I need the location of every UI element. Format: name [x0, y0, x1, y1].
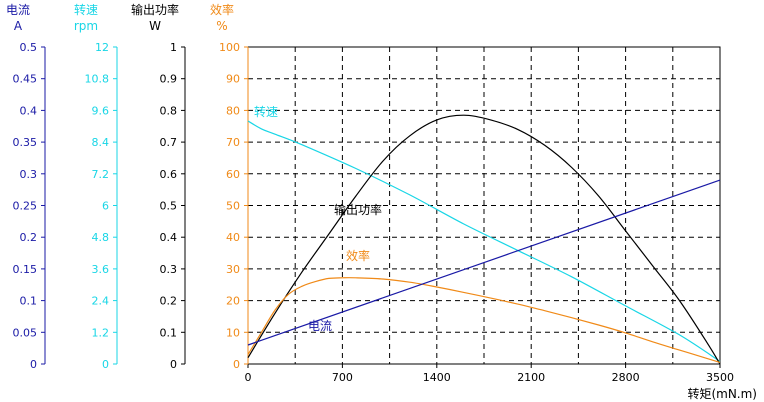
y-tick-label-current: 0.5 — [20, 41, 38, 54]
y-tick-label-power: 0.1 — [160, 326, 178, 339]
series-label-power: 输出功率 — [334, 202, 382, 217]
series-line-power — [247, 114, 721, 365]
y-tick-label-power: 0.7 — [160, 136, 178, 149]
y-tick-label-power: 0.9 — [160, 73, 178, 86]
y-axis-title-current: 电流 — [6, 3, 30, 17]
y-tick-label-current: 0.2 — [20, 231, 38, 244]
x-tick-label: 700 — [332, 371, 353, 384]
y-tick-label-power: 0.5 — [160, 200, 178, 213]
y-tick-label-power: 0.6 — [160, 168, 178, 181]
y-tick-label-current: 0.15 — [13, 263, 38, 276]
y-axis-unit-current: A — [14, 19, 23, 33]
y-tick-label-speed: 2.4 — [92, 295, 110, 308]
x-tick-label: 2800 — [612, 371, 640, 384]
y-tick-label-efficiency: 50 — [226, 200, 240, 213]
y-tick-label-efficiency: 70 — [226, 136, 240, 149]
y-tick-label-power: 0.4 — [160, 231, 178, 244]
y-tick-label-efficiency: 20 — [226, 295, 240, 308]
series — [247, 114, 721, 365]
y-tick-label-efficiency: 90 — [226, 73, 240, 86]
series-line-efficiency — [247, 277, 721, 363]
y-tick-label-efficiency: 80 — [226, 104, 240, 117]
y-tick-label-speed: 12 — [95, 41, 109, 54]
y-tick-label-efficiency: 40 — [226, 231, 240, 244]
y-tick-label-efficiency: 60 — [226, 168, 240, 181]
axes: 0 700 1400 2100 2800 3500转矩(mN.m)0.50.450.40.… — [6, 2, 757, 401]
y-tick-label-speed: 0 — [102, 358, 109, 371]
series-line-speed — [247, 120, 721, 362]
y-axis-unit-efficiency: % — [216, 19, 227, 33]
y-tick-label-current: 0.35 — [13, 136, 38, 149]
y-tick-label-speed: 1.2 — [92, 326, 110, 339]
y-tick-label-current: 0 — [30, 358, 37, 371]
y-axis-title-efficiency: 效率 — [210, 2, 234, 17]
y-tick-label-speed: 6 — [102, 200, 109, 213]
x-axis-label: 转矩(mN.m) — [687, 386, 757, 401]
y-tick-label-speed: 7.2 — [92, 168, 110, 181]
y-axis-title-power: 输出功率 — [131, 2, 179, 17]
grid — [247, 46, 721, 365]
y-tick-label-speed: 8.4 — [92, 136, 110, 149]
y-tick-label-efficiency: 10 — [226, 326, 240, 339]
x-tick-label: 3500 — [706, 371, 734, 384]
y-tick-label-current: 0.45 — [13, 73, 38, 86]
series-label-speed: 转速 — [254, 104, 278, 119]
y-tick-label-efficiency: 0 — [233, 358, 240, 371]
y-tick-label-efficiency: 100 — [219, 41, 240, 54]
y-tick-label-current: 0.25 — [13, 200, 38, 213]
y-tick-label-current: 0.3 — [20, 168, 38, 181]
y-tick-label-power: 0 — [170, 358, 177, 371]
y-axis-unit-power: W — [149, 19, 161, 33]
x-tick-label: 2100 — [517, 371, 545, 384]
y-tick-label-current: 0.05 — [13, 326, 38, 339]
x-tick-label: 0 — [245, 371, 252, 384]
series-label-efficiency: 效率 — [346, 248, 370, 263]
y-tick-label-speed: 4.8 — [92, 231, 110, 244]
y-tick-label-speed: 3.6 — [92, 263, 110, 276]
x-tick-label: 1400 — [423, 371, 451, 384]
y-tick-label-power: 1 — [170, 41, 177, 54]
series-label-current: 电流 — [308, 319, 332, 333]
y-tick-label-power: 0.2 — [160, 295, 178, 308]
y-tick-label-power: 0.8 — [160, 104, 178, 117]
y-axis-title-speed: 转速 — [74, 2, 98, 17]
y-tick-label-speed: 9.6 — [92, 104, 110, 117]
series-line-current — [247, 179, 721, 346]
y-tick-label-speed: 10.8 — [85, 73, 110, 86]
y-tick-label-current: 0.1 — [20, 295, 38, 308]
y-tick-label-current: 0.4 — [20, 104, 38, 117]
y-tick-label-power: 0.3 — [160, 263, 178, 276]
y-axis-unit-speed: rpm — [74, 19, 98, 33]
y-tick-label-efficiency: 30 — [226, 263, 240, 276]
